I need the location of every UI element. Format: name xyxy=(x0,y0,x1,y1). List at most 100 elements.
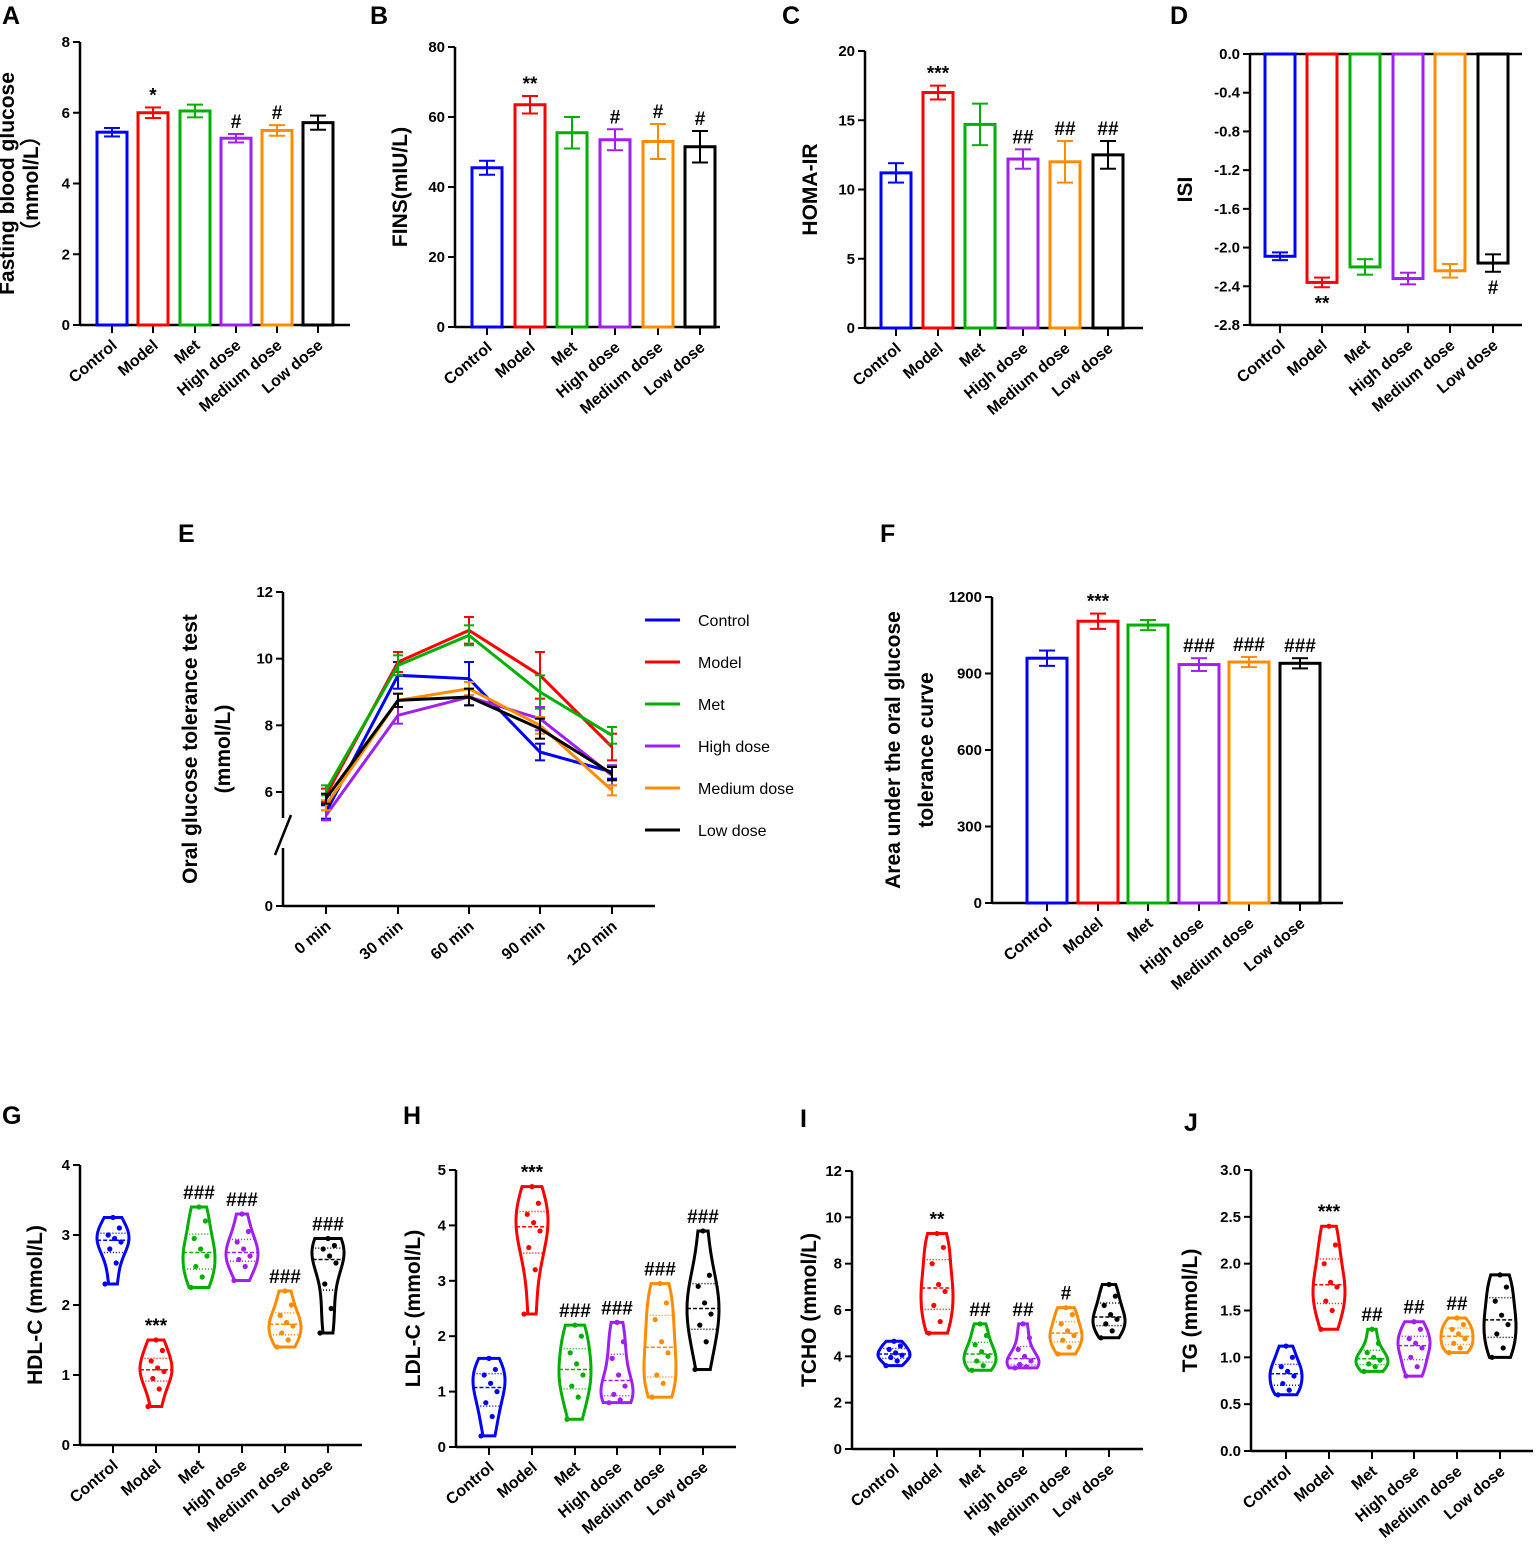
data-point xyxy=(105,1232,111,1238)
x-tick-label: Model xyxy=(900,340,946,383)
data-point xyxy=(937,1318,943,1325)
y-tick-label: 2.0 xyxy=(1220,1256,1241,1273)
significance-label: # xyxy=(272,103,283,124)
y-tick-label: 4 xyxy=(834,1348,843,1365)
data-point xyxy=(188,1284,194,1291)
data-point xyxy=(611,1391,617,1397)
data-point xyxy=(1023,1364,1029,1370)
significance-label: ## xyxy=(1097,119,1119,140)
y-tick-label: 6 xyxy=(834,1302,842,1319)
data-point xyxy=(488,1380,494,1386)
y-tick-label: -0.4 xyxy=(1214,85,1241,102)
data-point xyxy=(202,1218,208,1224)
data-point xyxy=(524,1211,530,1217)
data-point xyxy=(492,1366,498,1373)
y-tick-label: -2.4 xyxy=(1214,278,1241,295)
data-point xyxy=(328,1305,334,1312)
bar-low-dose xyxy=(301,121,335,327)
bar-control xyxy=(1263,52,1297,258)
data-point xyxy=(1460,1321,1466,1328)
panel-letter: D xyxy=(1170,2,1188,30)
violin-low-dose xyxy=(1482,1273,1518,1359)
data-point xyxy=(897,1343,904,1349)
data-point xyxy=(1289,1354,1295,1360)
data-point xyxy=(649,1394,655,1400)
data-point xyxy=(1456,1331,1462,1337)
x-tick-label: Control xyxy=(67,1457,121,1507)
y-tick-label: -1.2 xyxy=(1214,162,1240,179)
x-tick-label: Control xyxy=(1001,915,1055,965)
y-tick-label: 15 xyxy=(838,112,855,129)
data-point xyxy=(622,1383,628,1389)
data-point xyxy=(1063,1305,1069,1311)
data-point xyxy=(1069,1312,1075,1318)
data-point xyxy=(191,1235,197,1242)
data-point xyxy=(196,1204,202,1210)
significance-label: ** xyxy=(523,74,538,95)
data-point xyxy=(1505,1321,1511,1328)
y-tick-label: 0 xyxy=(847,320,855,337)
panel-A: A 0 2 4 6 8 Fasting blood glucose（mmol/L） Contr… xyxy=(0,2,350,416)
x-tick-label: Control xyxy=(1240,1463,1294,1513)
data-point xyxy=(242,1263,248,1270)
y-tick-label: 5 xyxy=(847,251,855,268)
bar-low-dose xyxy=(1476,52,1510,265)
y-tick-label: 0.5 xyxy=(1220,1396,1241,1413)
y-tick-label: 1 xyxy=(438,1384,446,1401)
data-point xyxy=(899,1352,905,1358)
data-point xyxy=(1361,1368,1367,1374)
data-point xyxy=(236,1256,242,1263)
y-tick-label: 1 xyxy=(62,1367,70,1384)
data-point xyxy=(654,1372,660,1378)
y-tick-label: 3.0 xyxy=(1220,1162,1241,1179)
data-point xyxy=(569,1383,575,1389)
y-axis-label: Oral glucose tolerance test xyxy=(179,614,202,884)
bar-model xyxy=(513,103,547,329)
x-tick-label: Model xyxy=(1060,915,1106,958)
data-point xyxy=(274,1344,280,1350)
data-point xyxy=(972,1342,978,1348)
y-tick-label: 10 xyxy=(825,1209,842,1226)
data-point xyxy=(886,1346,892,1352)
data-point xyxy=(1413,1340,1419,1346)
data-point xyxy=(156,1386,162,1392)
data-point xyxy=(231,1277,237,1284)
data-point xyxy=(155,1365,161,1371)
y-tick-label: -0.8 xyxy=(1214,123,1240,140)
violin-medium-dose xyxy=(1048,1306,1084,1356)
legend-label: Low dose xyxy=(698,823,767,840)
data-point xyxy=(617,1397,623,1403)
y-axis-label: tolerance curve xyxy=(915,672,938,827)
data-point xyxy=(486,1355,492,1361)
y-tick-label: 10 xyxy=(838,182,855,199)
data-point xyxy=(1015,1346,1021,1352)
data-point xyxy=(929,1261,935,1267)
data-point xyxy=(616,1372,622,1378)
data-point xyxy=(241,1246,247,1252)
y-axis-label: TCHO (mmol/L) xyxy=(798,1233,821,1387)
y-axis-label: Area under the oral glucose xyxy=(882,611,905,889)
y-tick-label: 60 xyxy=(428,109,445,126)
significance-label: # xyxy=(1061,1284,1072,1305)
y-tick-label: 0 xyxy=(438,1439,446,1456)
data-point xyxy=(1497,1272,1503,1278)
bar-low-dose xyxy=(1278,661,1322,905)
data-point xyxy=(1417,1326,1423,1332)
significance-label: ### xyxy=(1233,635,1265,656)
significance-label: ### xyxy=(1183,636,1215,657)
data-point xyxy=(193,1263,199,1270)
x-tick-label: Met xyxy=(172,337,205,368)
significance-label: ** xyxy=(930,1210,945,1231)
significance-label: ## xyxy=(1012,1300,1034,1321)
significance-label: ### xyxy=(687,1207,719,1228)
data-point xyxy=(112,1235,118,1242)
data-point xyxy=(159,1347,165,1354)
data-point xyxy=(494,1389,500,1395)
significance-label: *** xyxy=(521,1163,544,1184)
data-point xyxy=(1071,1332,1077,1339)
data-point xyxy=(234,1239,240,1245)
data-point xyxy=(1457,1345,1463,1351)
data-point xyxy=(575,1394,581,1400)
